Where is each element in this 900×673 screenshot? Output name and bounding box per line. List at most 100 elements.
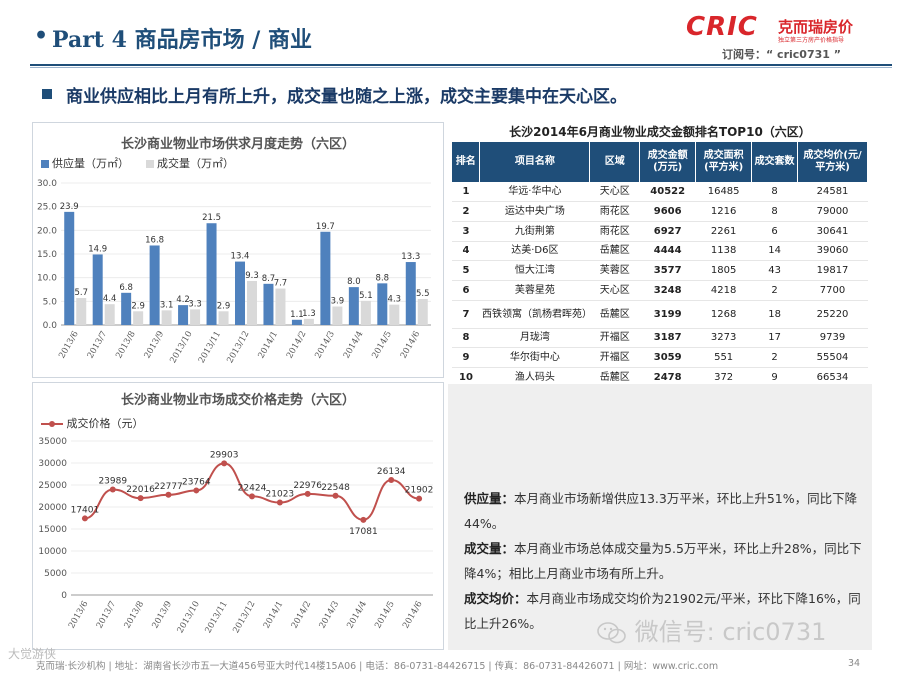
price-point bbox=[221, 460, 228, 467]
supply-data-label: 4.2 bbox=[176, 295, 190, 305]
table-cell: 2 bbox=[751, 280, 798, 301]
table-cell: 运达中央广场 bbox=[479, 201, 590, 222]
x-tick-label: 2014/4 bbox=[345, 600, 369, 631]
wechat-watermark: 微信号: cric0731 bbox=[597, 612, 826, 647]
deal-data-label: 1.3 bbox=[302, 309, 316, 319]
x-tick-label: 2014/2 bbox=[285, 330, 309, 361]
y-tick-label: 25.0 bbox=[37, 203, 57, 213]
top10-table-panel: 长沙2014年6月商业物业成交金额排名TOP10（六区） 排名 项目名称 区域 成交金… bbox=[452, 122, 868, 388]
table-row: 3 九街荆第 雨花区 6927 2261 6 30641 bbox=[452, 221, 868, 242]
table-cell: 43 bbox=[751, 260, 798, 281]
supply-data-label: 8.7 bbox=[262, 274, 276, 284]
logo-tagline: 独立第三方房产价格指导 bbox=[778, 37, 845, 44]
table-cell: 芙蓉星苑 bbox=[479, 280, 590, 301]
supply-data-label: 1.1 bbox=[290, 310, 304, 320]
supply-bar bbox=[121, 292, 132, 325]
table-cell: 25220 bbox=[797, 300, 868, 329]
corner-watermark: 大觉游侠 bbox=[8, 647, 57, 661]
table-title: 长沙2014年6月商业物业成交金额排名TOP10（六区） bbox=[509, 125, 811, 139]
y-tick-label: 30000 bbox=[38, 459, 67, 469]
table-row: 2 运达中央广场 雨花区 9606 1216 8 79000 bbox=[452, 201, 868, 222]
table-header-cell: 成交面积(平方米) bbox=[695, 142, 753, 182]
table-cell: 5 bbox=[452, 260, 480, 281]
deal-bar bbox=[190, 309, 201, 325]
table-header-cell: 排名 bbox=[452, 142, 481, 182]
table-cell: 9606 bbox=[639, 201, 696, 222]
table-cell: 4 bbox=[452, 241, 480, 262]
table-cell: 1268 bbox=[695, 300, 752, 329]
price-data-label: 22424 bbox=[238, 483, 267, 493]
commentary-panel: 供应量：本月商业市场新增供应13.3万平米，环比上升51%，同比下降44%。 成… bbox=[448, 384, 872, 650]
price-data-label: 22777 bbox=[154, 482, 183, 492]
cric-logo: CRIC 克而瑞房价 独立第三方房产价格指导 bbox=[686, 12, 866, 44]
table-cell: 8 bbox=[751, 201, 798, 222]
commentary-supply: 供应量：本月商业市场新增供应13.3万平米，环比上升51%，同比下降44%。 bbox=[464, 486, 862, 536]
price-data-label: 22976 bbox=[293, 481, 322, 491]
table-row: 5 恒大江湾 芙蓉区 3577 1805 43 19817 bbox=[452, 260, 868, 281]
wechat-icon bbox=[597, 622, 626, 644]
y-tick-label: 20000 bbox=[38, 503, 67, 513]
deal-data-label: 3.9 bbox=[331, 297, 345, 307]
supply-bar bbox=[149, 245, 160, 325]
deal-bar bbox=[417, 298, 428, 325]
table-cell: 岳麓区 bbox=[589, 241, 640, 262]
table-cell: 79000 bbox=[797, 201, 868, 222]
table-cell: 芙蓉区 bbox=[589, 260, 640, 281]
price-point bbox=[193, 487, 200, 494]
price-point bbox=[81, 515, 88, 522]
x-tick-label: 2014/6 bbox=[401, 600, 425, 631]
y-tick-label: 35000 bbox=[38, 437, 67, 447]
table-cell: 8 bbox=[751, 182, 798, 203]
price-data-label: 23989 bbox=[98, 476, 127, 486]
table-cell: 19817 bbox=[797, 260, 868, 281]
table-cell: 3 bbox=[452, 221, 480, 242]
price-data-label: 26134 bbox=[377, 467, 406, 477]
deal-bar bbox=[133, 311, 144, 325]
deal-data-label: 5.7 bbox=[74, 288, 88, 298]
table-row: 8 月珑湾 开福区 3187 3273 17 9739 bbox=[452, 328, 868, 349]
legend-swatch-deal bbox=[146, 160, 154, 168]
deal-bar bbox=[104, 304, 115, 325]
deal-data-label: 2.9 bbox=[131, 301, 145, 311]
table-cell: 39060 bbox=[797, 241, 868, 262]
header-divider bbox=[30, 64, 892, 66]
x-tick-label: 2013/7 bbox=[86, 330, 110, 361]
x-tick-label: 2014/2 bbox=[290, 600, 314, 631]
commentary-deal-label: 成交量： bbox=[464, 541, 515, 556]
table-cell: 4444 bbox=[639, 241, 696, 262]
y-tick-label: 0 bbox=[61, 591, 67, 601]
table-cell: 雨花区 bbox=[589, 221, 640, 242]
price-point bbox=[360, 516, 367, 523]
x-tick-label: 2014/1 bbox=[256, 330, 280, 361]
watermark-text: 微信号: cric0731 bbox=[634, 618, 827, 646]
table-cell: 30641 bbox=[797, 221, 868, 242]
table-cell: 恒大江湾 bbox=[479, 260, 590, 281]
price-data-label: 17081 bbox=[349, 527, 378, 537]
price-point bbox=[416, 495, 423, 502]
x-tick-label: 2014/3 bbox=[313, 330, 337, 361]
price-point bbox=[165, 491, 172, 498]
y-tick-label: 15.0 bbox=[37, 250, 57, 260]
x-tick-label: 2013/11 bbox=[203, 600, 229, 636]
commentary-price-label: 成交均价： bbox=[464, 591, 527, 606]
table-cell: 开福区 bbox=[589, 328, 640, 349]
y-tick-label: 0.0 bbox=[43, 321, 58, 331]
table-cell: 6 bbox=[452, 280, 480, 301]
table-cell: 7 bbox=[452, 300, 480, 329]
table-cell: 华尔街中心 bbox=[479, 347, 590, 368]
deal-bar bbox=[218, 311, 229, 325]
table-cell: 天心区 bbox=[589, 280, 640, 301]
table-row: 9 华尔街中心 开福区 3059 551 2 55504 bbox=[452, 347, 868, 368]
chart1-legend: 供应量（万㎡） 成交量（万㎡） bbox=[41, 155, 234, 171]
table-cell: 4218 bbox=[695, 280, 752, 301]
price-data-label: 29903 bbox=[210, 450, 239, 460]
price-point bbox=[388, 477, 395, 484]
table-cell: 华远·华中心 bbox=[479, 182, 590, 203]
table-cell: 2 bbox=[452, 201, 480, 222]
table-cell: 雨花区 bbox=[589, 201, 640, 222]
deal-bar bbox=[275, 288, 286, 325]
commentary-price-text: 本月商业市场成交均价为21902元/平米，环比下降16%，同比上升26%。 bbox=[464, 591, 861, 631]
table-cell: 18 bbox=[751, 300, 798, 329]
table-cell: 6 bbox=[751, 221, 798, 242]
price-point bbox=[109, 486, 116, 493]
